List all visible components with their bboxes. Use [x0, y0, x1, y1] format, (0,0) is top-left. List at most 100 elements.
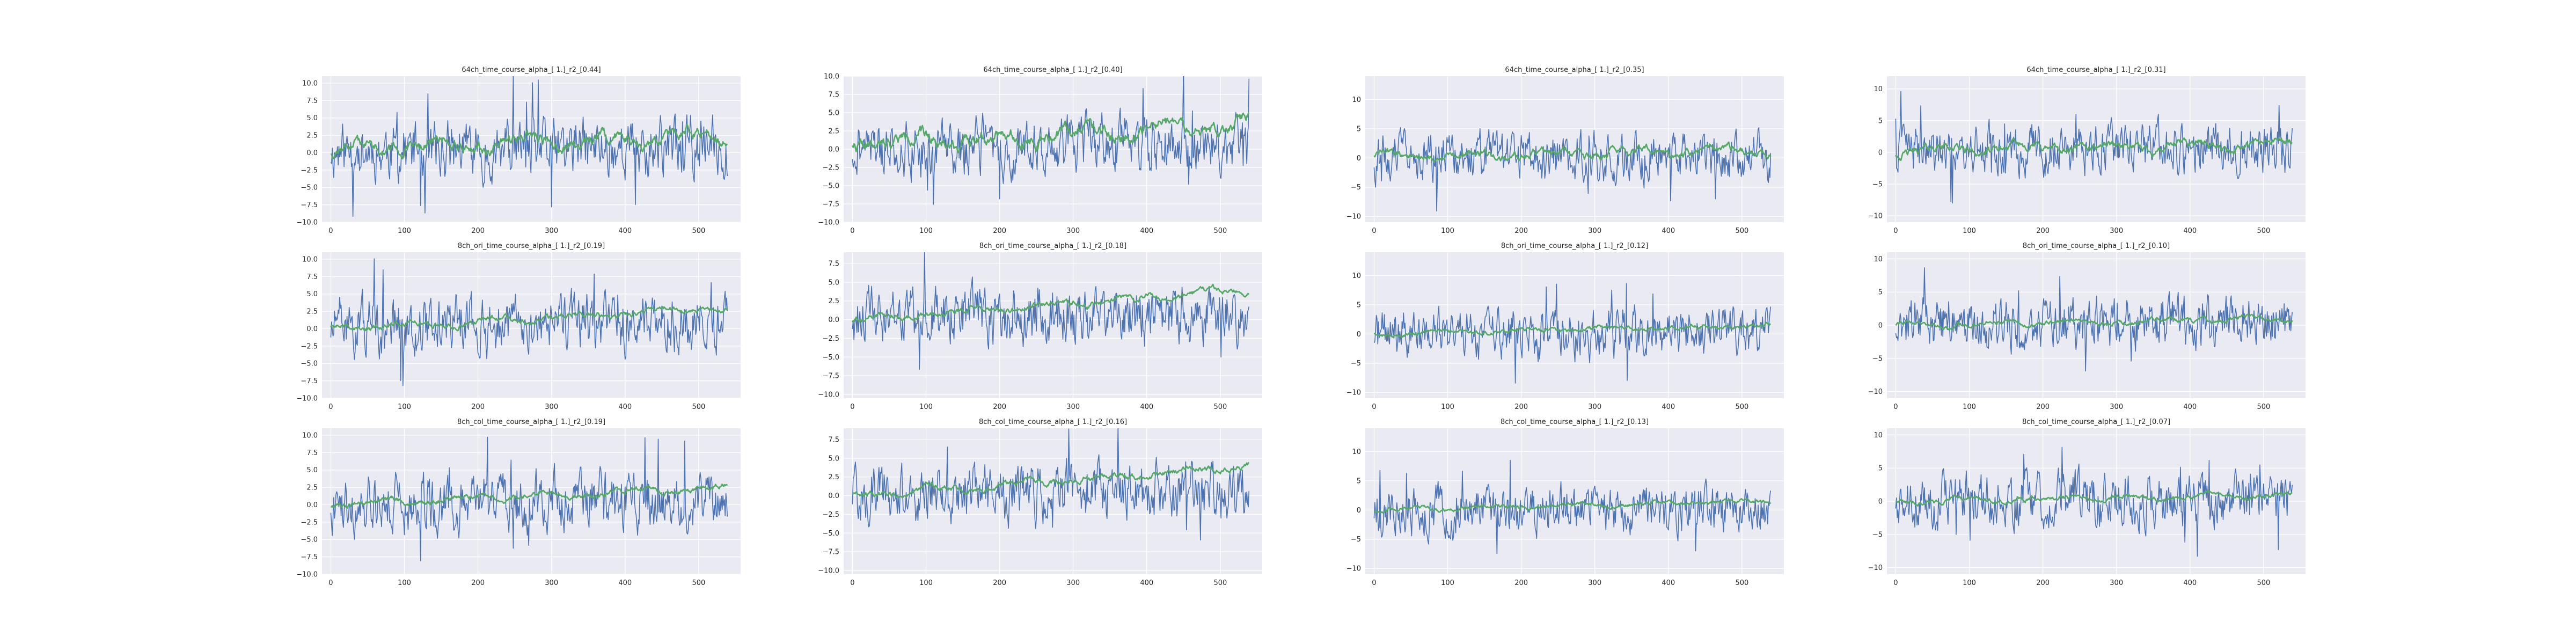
x-tick-label: 200	[1514, 403, 1528, 411]
y-tick-label: −2.5	[301, 342, 318, 350]
y-tick-label: 0.0	[306, 149, 318, 157]
y-tick-label: 10	[1352, 448, 1361, 456]
x-tick-label: 100	[1441, 227, 1454, 235]
y-tick-label: 5.0	[828, 279, 839, 287]
x-tick-label: 400	[1662, 579, 1675, 587]
x-tick-label: 400	[1662, 227, 1675, 235]
x-tick-label: 400	[1140, 579, 1153, 587]
subplot-4: 0 100 200 300 400 500 −10 −5 0 5 10 64ch_time_cours…	[1868, 66, 2306, 235]
y-tick-label: −2.5	[822, 511, 839, 519]
x-tick-label: 300	[545, 227, 558, 235]
y-tick-label: −2.5	[822, 335, 839, 343]
x-tick-label: 0	[1893, 579, 1898, 587]
subplot-12: 0 100 200 300 400 500 −10 −5 0 5 10 8ch_col_time_co…	[1868, 418, 2306, 587]
y-tick-label: 0	[1878, 322, 1883, 330]
y-tick-label: −5	[1872, 355, 1883, 363]
series-line-green	[1373, 141, 1772, 163]
x-tick-label: 200	[471, 227, 485, 235]
x-tick-label: 0	[850, 227, 854, 235]
x-tick-label: 200	[993, 579, 1006, 587]
y-tick-label: −2.5	[822, 164, 839, 172]
y-tick-label: 0.0	[828, 316, 839, 324]
x-tick-label: 0	[1372, 403, 1376, 411]
x-tick-label: 200	[2036, 227, 2050, 235]
x-tick-label: 0	[328, 403, 333, 411]
y-tick-label: −10.0	[818, 219, 839, 227]
y-tick-label: 5	[1878, 117, 1883, 125]
y-tick-label: 5.0	[828, 109, 839, 118]
subplot-2: 0 100 200 300 400 500 −10.0 −7.5 −5.0 −2.5 0.0 2.5 5…	[818, 66, 1262, 235]
subplot-title: 8ch_ori_time_course_alpha_[ 1.]_r2_[0.12…	[1501, 242, 1648, 250]
y-tick-label: 10	[1874, 85, 1883, 93]
subplot-title: 64ch_time_course_alpha_[ 1.]_r2_[0.44]	[462, 66, 601, 74]
subplot-title: 8ch_ori_time_course_alpha_[ 1.]_r2_[0.10…	[2023, 242, 2170, 250]
subplot-title: 8ch_ori_time_course_alpha_[ 1.]_r2_[0.18…	[979, 242, 1126, 250]
y-tick-label: −10	[1868, 564, 1883, 572]
series-line-green	[852, 112, 1250, 153]
series-line-green	[852, 462, 1250, 499]
x-tick-label: 500	[1735, 579, 1748, 587]
y-tick-label: 0	[1357, 507, 1361, 515]
series-line-green	[330, 484, 728, 509]
x-tick-label: 300	[545, 403, 558, 411]
subplot-title: 8ch_col_time_course_alpha_[ 1.]_r2_[0.13…	[1501, 418, 1649, 426]
x-tick-label: 100	[398, 403, 411, 411]
y-tick-label: −10.0	[818, 391, 839, 399]
y-tick-label: 10.0	[302, 431, 318, 440]
x-tick-label: 0	[1372, 227, 1376, 235]
series-line-blue	[1373, 127, 1772, 212]
y-tick-label: −5	[1351, 536, 1361, 544]
x-tick-label: 0	[1893, 227, 1898, 235]
x-tick-label: 400	[2183, 403, 2197, 411]
y-tick-label: −5	[1351, 184, 1361, 192]
x-tick-label: 100	[1963, 403, 1976, 411]
subplot-title: 64ch_time_course_alpha_[ 1.]_r2_[0.31]	[2026, 66, 2165, 74]
series-line-blue	[1373, 459, 1772, 554]
x-tick-label: 300	[1588, 579, 1601, 587]
x-tick-label: 400	[1140, 227, 1153, 235]
x-tick-label: 100	[1441, 403, 1454, 411]
x-tick-label: 400	[1662, 403, 1675, 411]
y-tick-label: 7.5	[828, 260, 839, 268]
x-tick-label: 200	[1514, 579, 1528, 587]
subplot-8: 0 100 200 300 400 500 −10 −5 0 5 10 8ch_ori_time_co…	[1868, 242, 2306, 411]
x-tick-label: 500	[2257, 227, 2270, 235]
x-tick-label: 500	[2257, 403, 2270, 411]
series-line-blue	[852, 76, 1250, 205]
series-line-blue	[330, 258, 728, 386]
y-tick-label: 0.0	[828, 492, 839, 500]
x-tick-label: 500	[692, 579, 705, 587]
y-tick-label: −10.0	[296, 219, 318, 227]
y-tick-label: 5.0	[828, 455, 839, 463]
y-tick-label: 10	[1352, 272, 1361, 280]
y-tick-label: 7.5	[306, 273, 318, 281]
y-tick-label: −5.0	[822, 530, 839, 538]
x-tick-label: 100	[919, 227, 933, 235]
x-tick-label: 100	[1963, 579, 1976, 587]
subplot-title: 8ch_col_time_course_alpha_[ 1.]_r2_[0.16…	[979, 418, 1127, 426]
y-tick-label: 0.0	[828, 146, 839, 154]
series-line-green	[852, 283, 1250, 323]
y-tick-label: −5	[1872, 181, 1883, 189]
x-tick-label: 200	[471, 403, 485, 411]
x-tick-label: 500	[1735, 403, 1748, 411]
series-line-green	[1895, 137, 2293, 162]
y-tick-label: 2.5	[306, 308, 318, 316]
subplot-9: 0 100 200 300 400 500 −10.0 −7.5 −5.0 −2.5 0.0 2.5 5…	[296, 418, 741, 587]
y-tick-label: 0	[1357, 331, 1361, 339]
subplot-title: 64ch_time_course_alpha_[ 1.]_r2_[0.40]	[983, 66, 1122, 74]
series-line-green	[1895, 313, 2293, 331]
x-tick-label: 100	[919, 403, 933, 411]
y-tick-label: −10	[1868, 213, 1883, 221]
x-tick-label: 500	[1213, 403, 1227, 411]
y-tick-label: 10.0	[302, 79, 318, 87]
y-tick-label: 5.0	[306, 290, 318, 298]
y-tick-label: −7.5	[822, 548, 839, 557]
y-tick-label: 5	[1357, 477, 1361, 485]
x-tick-label: 300	[1588, 227, 1601, 235]
y-tick-label: −10.0	[296, 571, 318, 579]
subplot-title: 64ch_time_course_alpha_[ 1.]_r2_[0.35]	[1505, 66, 1644, 74]
y-tick-label: 7.5	[828, 436, 839, 444]
x-tick-label: 500	[692, 227, 705, 235]
y-tick-label: −10	[1868, 388, 1883, 396]
